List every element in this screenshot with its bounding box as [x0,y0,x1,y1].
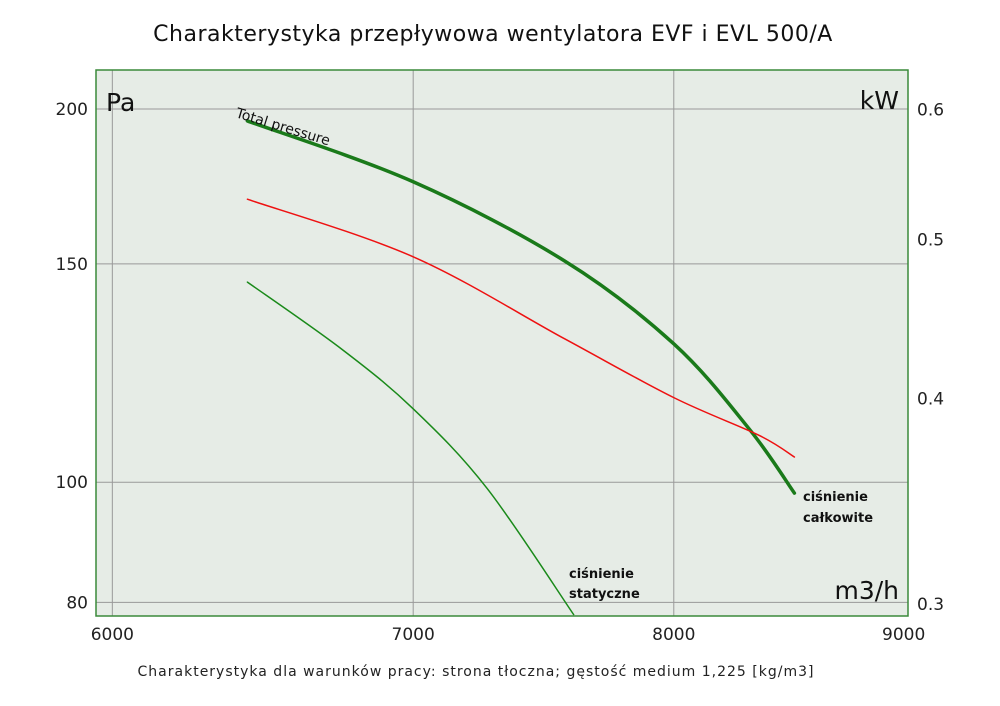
y-tick-label: 150 [56,255,88,275]
plot-frame [95,69,909,617]
x-tick-label: 6000 [91,625,134,645]
annotation-calkowite-2: całkowite [803,511,873,526]
y-tick-label: 80 [66,593,88,613]
curves [245,119,797,616]
grid [96,70,908,616]
y-tick-label: 200 [56,100,88,120]
chart-title: Charakterystyka przepływowa wentylatora … [153,22,833,47]
ticks: 6000 7000 8000 9000 200 150 100 80 0.6 0.5 0.4 0.3 [56,100,945,645]
x-tick-label: 7000 [392,625,435,645]
x-axis-label: m3/h [834,576,899,605]
y2-tick-label: 0.6 [917,100,944,120]
x-tick-label: 8000 [652,625,695,645]
y-tick-label: 100 [56,473,88,493]
y2-tick-label: 0.3 [917,595,944,615]
series-line-cisnienie-cakowite [245,119,797,495]
y-axis-label: Pa [106,88,135,117]
y2-tick-label: 0.4 [917,390,944,410]
x-tick-label: 9000 [882,625,925,645]
annotation-calkowite-1: ciśnienie [803,490,868,505]
y2-axis-label: kW [860,86,899,115]
series-line-cisnienie-statyczne [246,281,575,616]
series-line-moc [246,198,796,458]
annotation-statyczne-1: ciśnienie [569,567,634,582]
annotation-statyczne-2: statyczne [569,587,640,602]
y2-tick-label: 0.5 [917,230,944,250]
footnote: Charakterystyka dla warunków pracy: stro… [138,664,815,680]
plot-area [96,70,908,616]
